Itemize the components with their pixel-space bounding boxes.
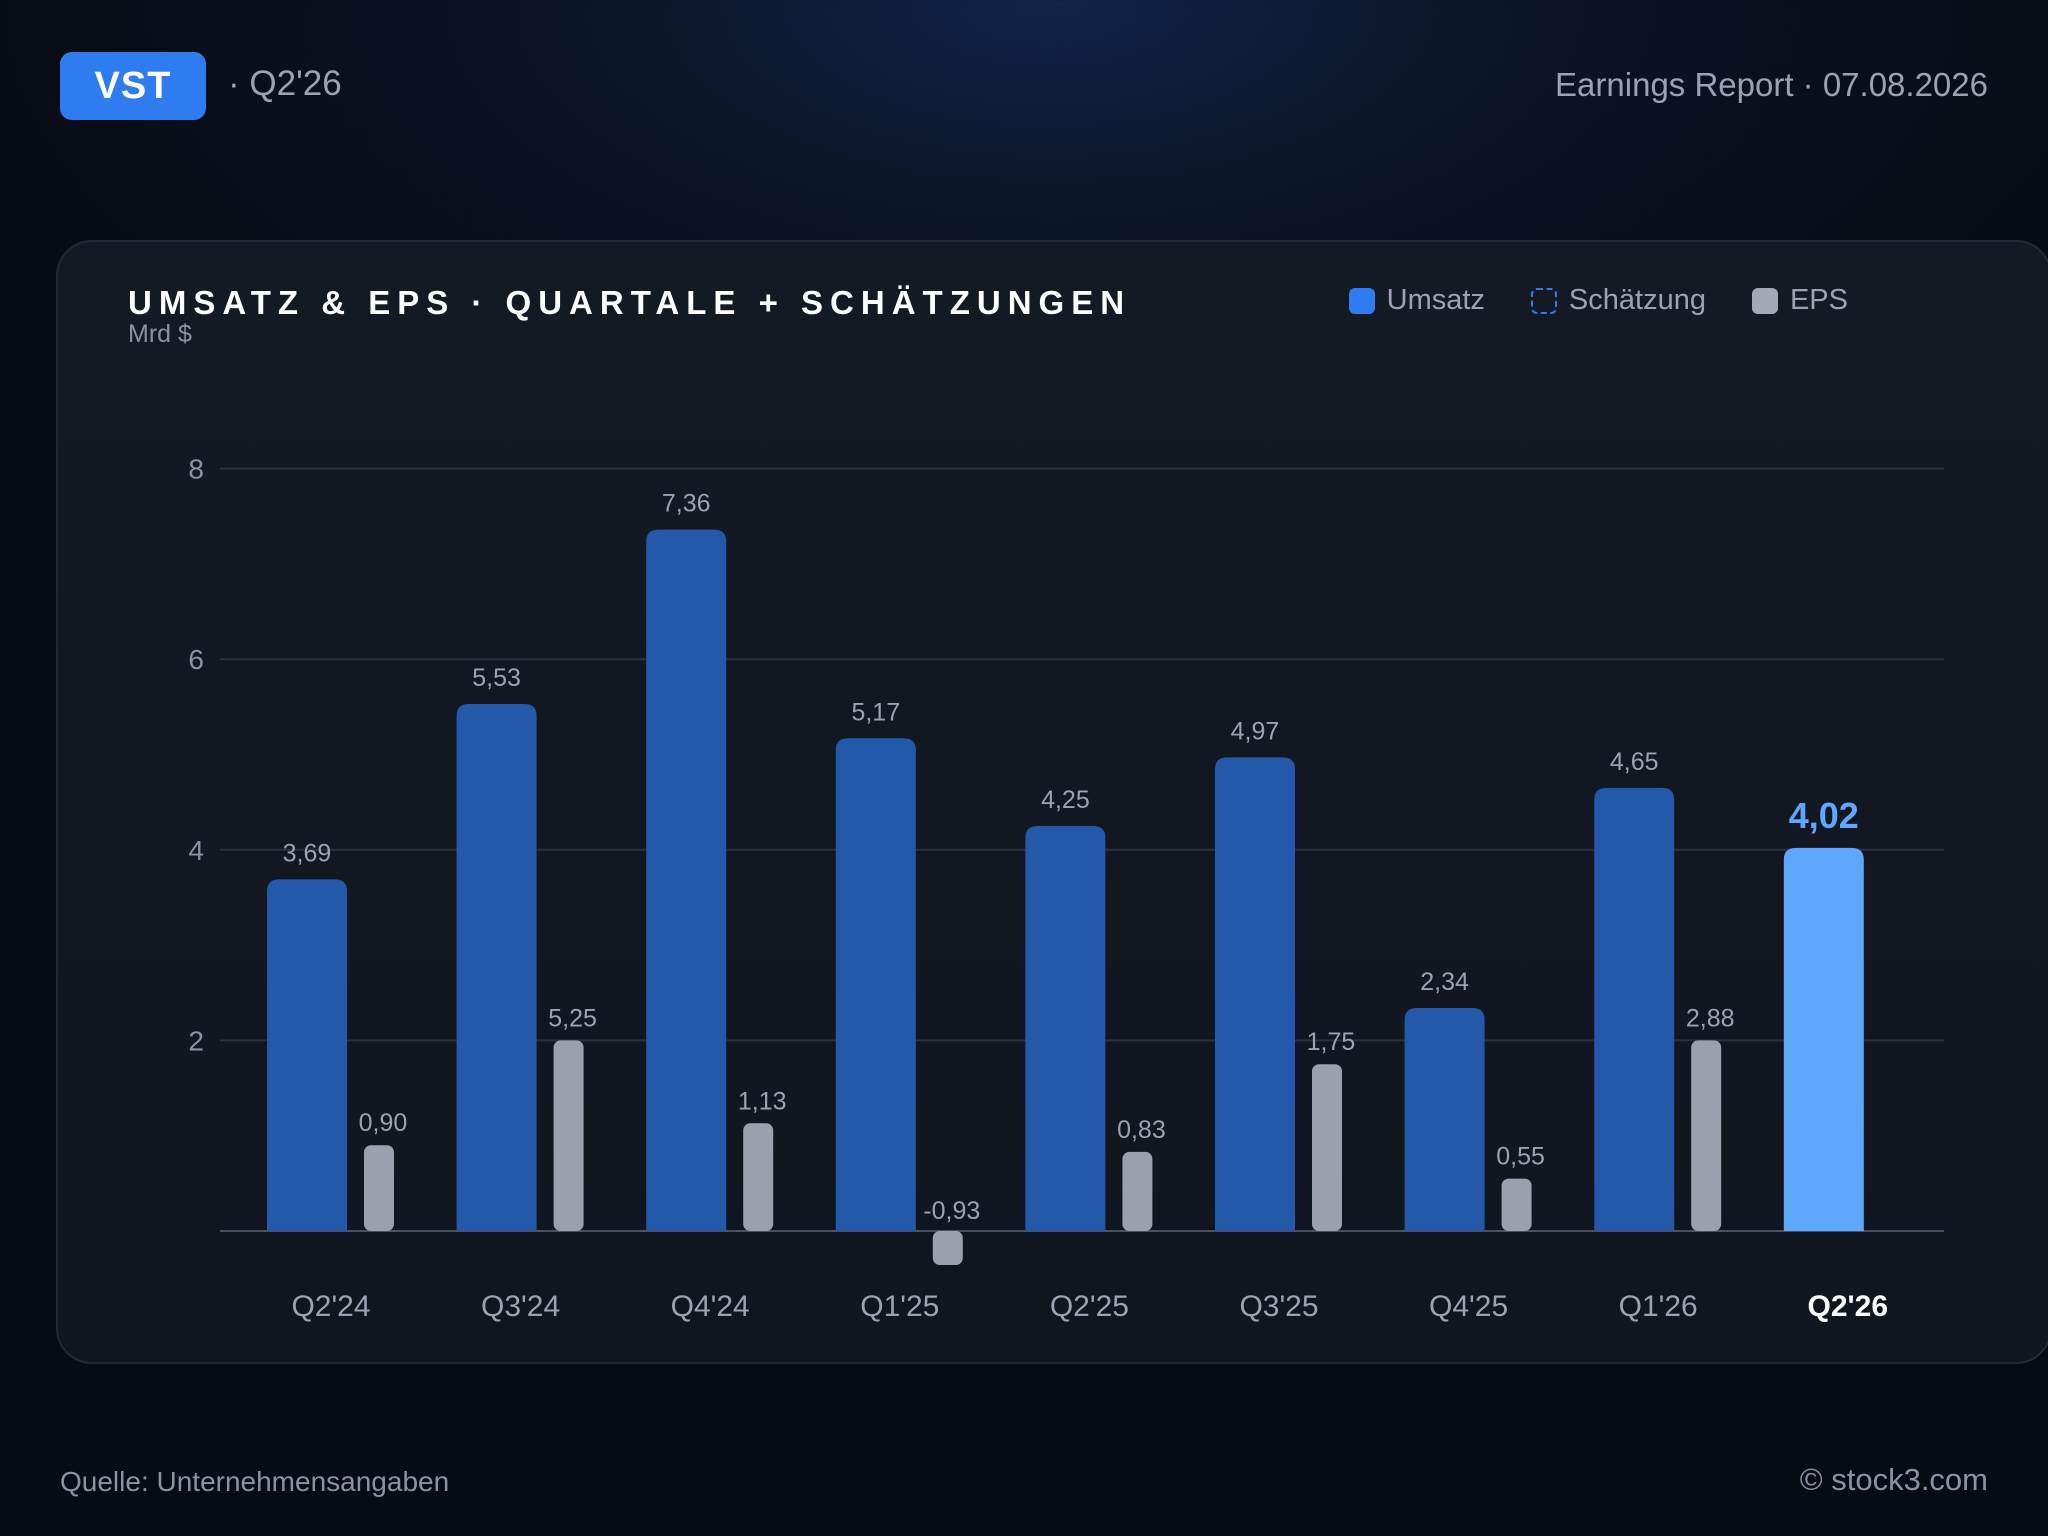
x-tick-label: Q3'24 [481,1290,560,1323]
chart-title: UMSATZ & EPS · QUARTALE + SCHÄTZUNGEN [128,284,1132,321]
eps-bar [743,1123,774,1231]
y-tick-label: 2 [188,1025,204,1056]
revenue-value-label: 5,53 [472,664,521,692]
eps-value-label: 0,90 [359,1109,408,1137]
revenue-bar [646,529,727,1231]
revenue-value-label: 4,97 [1231,717,1280,745]
y-tick-label: 4 [188,835,204,866]
eps-bar [553,1040,584,1231]
eps-value-label: 0,55 [1496,1143,1545,1171]
y-tick-label: 8 [188,454,204,485]
chart-unit: Mrd $ [128,320,192,348]
legend-item-umsatz: Umsatz [1348,284,1485,317]
revenue-bar [456,703,537,1231]
eps-swatch-icon [1751,287,1778,314]
eps-value-label: 1,75 [1307,1028,1356,1056]
x-tick-label: Q2'25 [1050,1290,1129,1323]
eps-value-label: 1,13 [738,1087,787,1115]
eps-bar [364,1145,394,1231]
eps-value-label: 2,88 [1686,1004,1735,1032]
revenue-bar [1594,787,1675,1231]
revenue-bar [1404,1007,1485,1231]
eps-bar [1691,1040,1722,1231]
legend-item-eps: EPS [1751,284,1848,317]
x-tick-label: Q2'24 [291,1290,370,1323]
revenue-estimate-label: 4,02 [1789,795,1859,836]
eps-bar [1122,1151,1153,1231]
eps-value-label: 0,83 [1117,1116,1166,1144]
x-tick-label: Q4'25 [1429,1290,1508,1323]
revenue-value-label: 7,36 [662,490,711,518]
source-note: Quelle: Unternehmensangaben [60,1466,450,1497]
legend-item-estimate: Schätzung [1530,284,1706,317]
eps-bar [1312,1064,1342,1231]
legend-label-umsatz: Umsatz [1386,284,1485,316]
revenue-bar [267,879,347,1231]
x-tick-label: Q4'24 [671,1290,750,1323]
x-tick-label: Q1'26 [1619,1290,1698,1323]
x-tick-label: Q1'25 [860,1290,939,1323]
revenue-value-label: 4,25 [1041,786,1090,814]
revenue-bar [835,738,916,1231]
eps-bar-negative [932,1231,963,1265]
x-tick-label: Q3'25 [1239,1290,1318,1323]
revenue-value-label: 2,34 [1420,968,1469,996]
revenue-value-label: 3,69 [283,839,332,867]
copyright: © stock3.com [1799,1462,1988,1497]
revenue-estimate-bar [1783,847,1864,1231]
eps-value-label: -0,93 [923,1197,980,1225]
y-tick-label: 6 [188,644,204,675]
revenue-bar [1025,825,1106,1231]
report-date: Earnings Report · 07.08.2026 [1555,66,1988,103]
revenue-bar [1215,757,1295,1231]
estimate-swatch-icon [1530,287,1557,314]
legend-label-estimate: Schätzung [1568,284,1706,316]
revenue-value-label: 5,17 [851,698,900,726]
legend-label-eps: EPS [1789,284,1848,316]
chart-legend: Umsatz Schätzung EPS [1348,284,1848,317]
umsatz-swatch-icon [1348,287,1375,314]
x-tick-label: Q2'26 [1808,1290,1889,1323]
eps-value-label: 5,25 [548,1004,597,1032]
ticker-badge: VST [60,52,206,120]
eps-bar [1501,1178,1532,1231]
quarter-label: · Q2'26 [228,64,342,103]
revenue-value-label: 4,65 [1610,748,1659,776]
